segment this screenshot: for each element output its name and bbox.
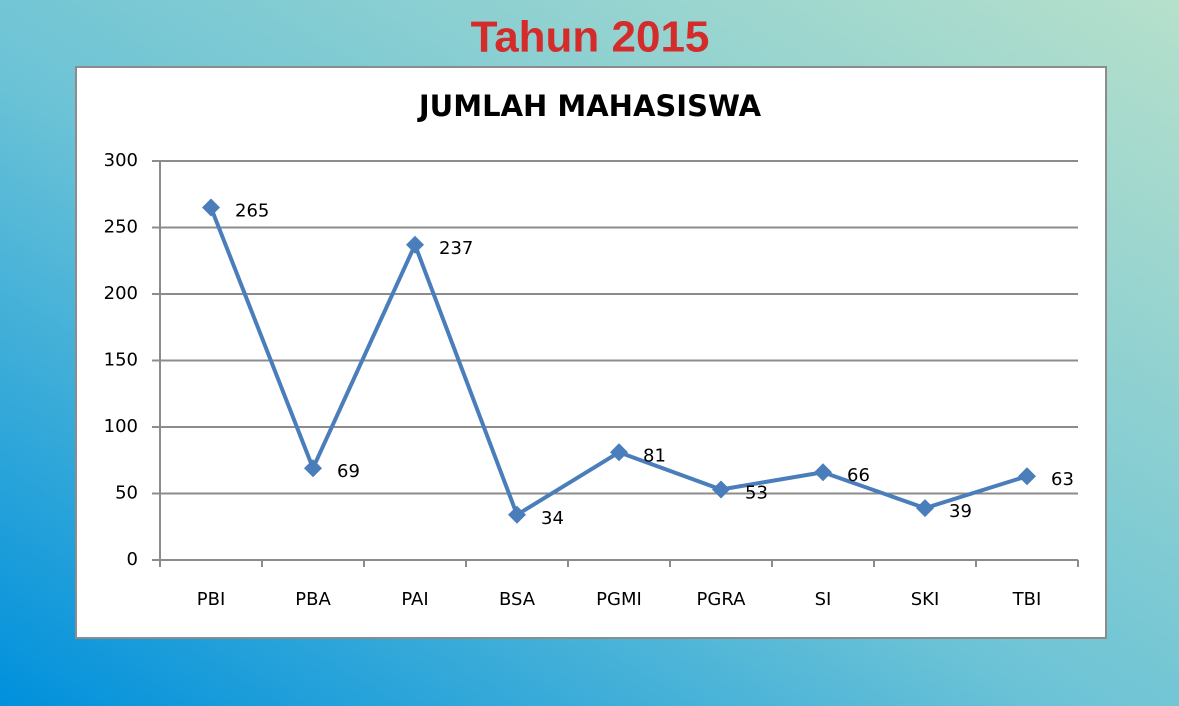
marker xyxy=(508,505,526,524)
y-tick-label: 300 xyxy=(104,150,138,171)
x-tick-label: SI xyxy=(815,589,832,610)
y-tick-label: 0 xyxy=(127,549,138,570)
data-label: 53 xyxy=(745,483,768,504)
marker xyxy=(814,463,832,482)
data-label: 39 xyxy=(949,501,972,522)
marker xyxy=(610,443,628,462)
marker xyxy=(916,499,934,518)
x-tick-label: PAI xyxy=(401,589,428,610)
x-tick-label: PGMI xyxy=(596,589,642,610)
x-tick-label: PBA xyxy=(295,589,331,610)
marker xyxy=(406,235,424,254)
marker xyxy=(1018,467,1036,486)
x-tick-label: BSA xyxy=(499,589,536,610)
marker xyxy=(202,198,220,217)
marker xyxy=(304,459,322,478)
data-label: 237 xyxy=(439,238,473,259)
chart-title: JUMLAH MAHASISWA xyxy=(417,89,762,123)
data-label: 265 xyxy=(235,201,269,222)
y-tick-label: 150 xyxy=(104,350,138,371)
chart-area xyxy=(75,66,1107,639)
data-label: 81 xyxy=(643,445,666,466)
y-tick-label: 200 xyxy=(104,283,138,304)
data-label: 66 xyxy=(847,465,870,486)
slide-title: Tahun 2015 xyxy=(471,13,710,62)
y-tick-label: 50 xyxy=(115,483,138,504)
x-tick-label: PBI xyxy=(197,589,226,610)
x-tick-label: SKI xyxy=(911,589,940,610)
data-label: 69 xyxy=(337,461,360,482)
y-tick-label: 100 xyxy=(104,416,138,437)
x-tick-label: TBI xyxy=(1012,589,1042,610)
data-label: 63 xyxy=(1051,469,1074,490)
marker xyxy=(712,480,730,499)
data-label: 34 xyxy=(541,508,564,529)
x-tick-label: PGRA xyxy=(697,589,747,610)
y-tick-label: 250 xyxy=(104,217,138,238)
